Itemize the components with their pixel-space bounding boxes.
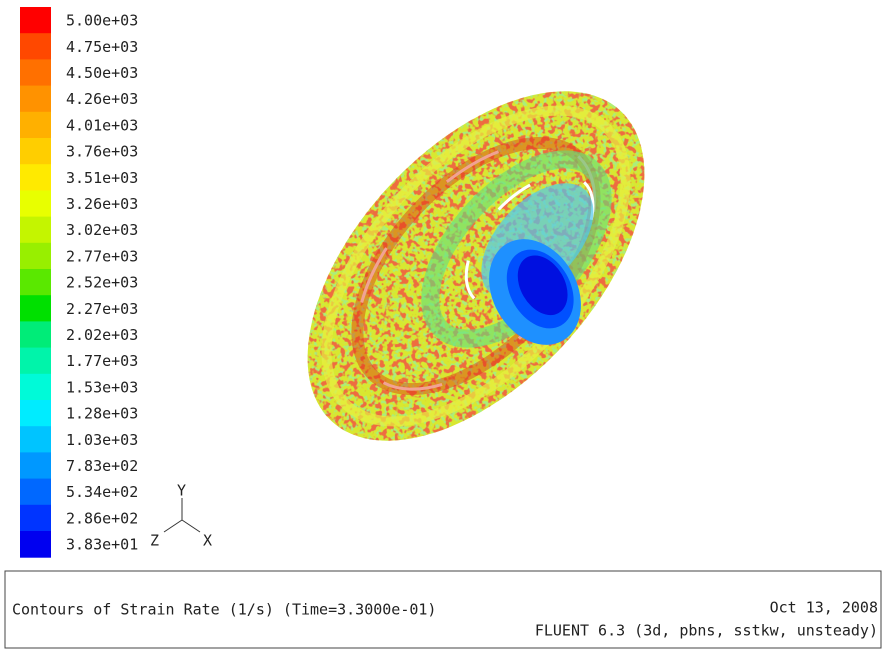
legend-swatch — [20, 374, 51, 401]
legend-swatch — [20, 243, 51, 270]
legend-label: 4.75e+03 — [66, 38, 138, 56]
legend-label: 2.27e+03 — [66, 300, 138, 318]
legend-swatch — [20, 452, 51, 479]
legend-swatch — [20, 321, 51, 348]
legend-swatch — [20, 33, 51, 60]
contour-plot — [245, 30, 707, 501]
legend-label: 7.83e+02 — [66, 457, 138, 475]
legend-label: 3.83e+01 — [66, 536, 138, 554]
footer-title: Contours of Strain Rate (1/s) (Time=3.30… — [12, 601, 436, 619]
legend-label: 2.02e+03 — [66, 326, 138, 344]
disc-texture — [245, 30, 707, 501]
fluent-window: 5.00e+03 4.75e+03 4.50e+03 4.26e+03 4.01e+03… — [0, 0, 882, 649]
x-axis — [182, 520, 200, 532]
legend-label: 2.86e+02 — [66, 509, 138, 527]
legend-swatch — [20, 112, 51, 139]
axis-label-x: X — [203, 532, 212, 550]
legend-swatch — [20, 505, 51, 532]
legend-label: 1.77e+03 — [66, 352, 138, 370]
legend-label: 1.53e+03 — [66, 378, 138, 396]
legend-swatch — [20, 531, 51, 558]
legend-label: 2.77e+03 — [66, 247, 138, 265]
z-axis — [164, 520, 182, 532]
legend-swatch — [20, 217, 51, 244]
legend-swatch — [20, 164, 51, 191]
legend-label: 3.26e+03 — [66, 195, 138, 213]
legend-swatch — [20, 426, 51, 453]
footer-date: Oct 13, 2008 — [770, 599, 878, 617]
legend-label: 3.76e+03 — [66, 143, 138, 161]
legend-swatch — [20, 86, 51, 113]
legend-label: 3.51e+03 — [66, 169, 138, 187]
legend-label: 1.03e+03 — [66, 431, 138, 449]
legend-label: 5.00e+03 — [66, 12, 138, 30]
legend-swatch — [20, 400, 51, 427]
legend-swatch — [20, 295, 51, 322]
legend-swatch — [20, 269, 51, 296]
axis-label-z: Z — [150, 532, 159, 550]
legend-label: 4.01e+03 — [66, 116, 138, 134]
legend-swatch — [20, 138, 51, 165]
legend-label: 3.02e+03 — [66, 221, 138, 239]
legend-swatch — [20, 479, 51, 506]
legend-label: 5.34e+02 — [66, 483, 138, 501]
axis-triad — [164, 498, 200, 532]
legend-label: 4.26e+03 — [66, 90, 138, 108]
axis-label-y: Y — [177, 482, 186, 500]
footer-solver: FLUENT 6.3 (3d, pbns, sstkw, unsteady) — [535, 622, 878, 640]
legend-swatch — [20, 7, 51, 34]
legend-label: 4.50e+03 — [66, 64, 138, 82]
legend-swatch — [20, 59, 51, 86]
page: 5.00e+03 4.75e+03 4.50e+03 4.26e+03 4.01e+03… — [0, 0, 882, 649]
legend-label: 1.28e+03 — [66, 405, 138, 423]
color-legend: 5.00e+03 4.75e+03 4.50e+03 4.26e+03 4.01e+03… — [20, 7, 138, 558]
legend-swatch — [20, 348, 51, 375]
legend-label: 2.52e+03 — [66, 274, 138, 292]
legend-swatch — [20, 190, 51, 217]
